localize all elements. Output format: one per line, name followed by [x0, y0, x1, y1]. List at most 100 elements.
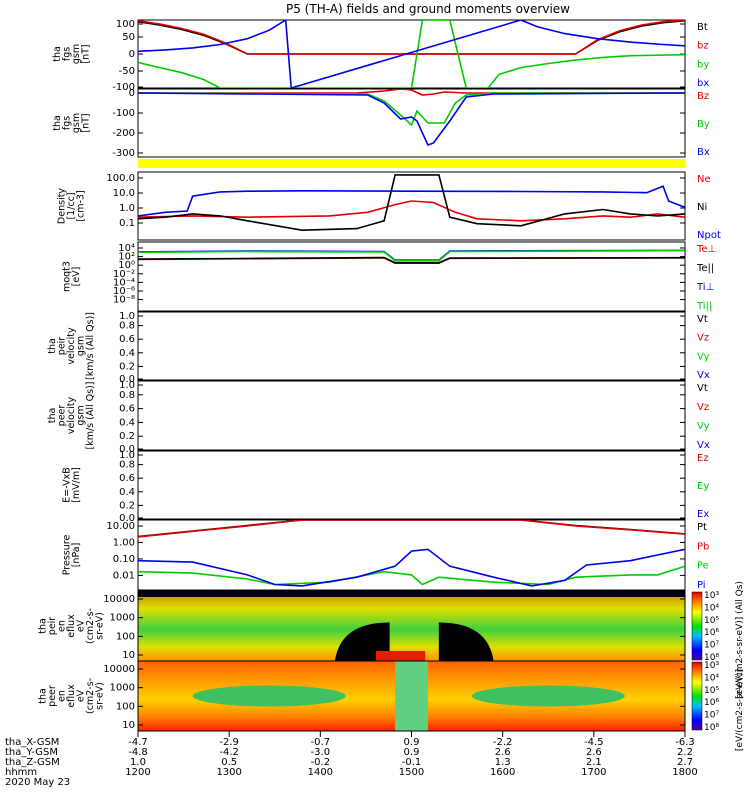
series-line-npot	[138, 185, 685, 217]
series-line-bx	[138, 92, 685, 147]
y-tick-label: 1.00	[113, 537, 135, 548]
y-tick-label: 50	[122, 32, 135, 43]
legend-vt: Vt	[697, 383, 708, 394]
spectrogram-blank-right	[438, 622, 494, 661]
legend-npot: Npot	[697, 230, 721, 241]
series-line-pb	[138, 520, 685, 538]
y-label-line: tha	[47, 408, 58, 424]
x-tick-label: 0.9	[404, 747, 420, 758]
y-tick-label: 10⁰	[118, 260, 135, 271]
legend-by: By	[697, 119, 710, 130]
y-label-line: gsm	[71, 44, 82, 64]
panel-frame	[137, 519, 686, 591]
x-tick-hhmm: 1600	[490, 767, 515, 778]
legend-by: by	[697, 59, 709, 70]
panel-frame	[137, 171, 686, 241]
colorbar-tick-label: 10⁷	[704, 711, 719, 721]
y-label-line: [km/s (All Qs)]	[85, 382, 96, 450]
y-label-line: tha	[52, 115, 63, 131]
figure-title: P5 (TH-A) fields and ground moments over…	[286, 2, 570, 16]
y-tick-label: 0.6	[119, 404, 135, 415]
x-tick-label: 2.2	[677, 747, 693, 758]
y-tick-label: 1.0	[119, 311, 135, 322]
series-line-bz	[138, 89, 685, 96]
x-row-label: 2020 May 23	[5, 777, 70, 788]
y-tick-label: -100	[112, 108, 135, 119]
y-tick-label: 10²	[118, 252, 135, 263]
y-tick-label: 10000	[103, 664, 135, 675]
legend-bx: Bx	[697, 147, 710, 158]
y-tick-label: 10000	[103, 594, 135, 605]
panel-frame	[137, 88, 686, 158]
y-tick-label: 10⁴	[118, 243, 135, 254]
x-tick-hhmm: 1700	[581, 767, 606, 778]
x-row-label: hhmm	[5, 767, 37, 778]
y-label-line: (cm2-s-	[85, 678, 96, 714]
y-label-line: tha	[38, 688, 49, 704]
x-tick-label: -2.2	[493, 737, 513, 748]
legend-vz: Vz	[697, 402, 709, 413]
y-tick-label: 0.10	[113, 554, 135, 565]
series-line-ne	[138, 200, 685, 222]
colorbar-label: [eV/(cm2-s-sr-eV)] (All Qs)	[735, 581, 745, 699]
y-tick-label: 0	[129, 88, 135, 99]
y-tick-label: 10.00	[106, 521, 135, 532]
y-tick-label: 0.2	[119, 500, 135, 511]
y-label-line: sr-eV)	[95, 682, 106, 710]
y-label-line: en	[57, 690, 68, 702]
legend-te: Te||	[696, 263, 714, 274]
x-tick-label: -0.2	[311, 757, 331, 768]
legend-pb: Pb	[697, 541, 709, 552]
x-tick-label: -3.0	[311, 747, 331, 758]
y-tick-label: -100	[112, 82, 135, 93]
legend-pi: Pi	[697, 580, 706, 591]
x-tick-label: 1.0	[130, 757, 146, 768]
spectrogram-top-band	[138, 591, 685, 597]
series-line-by	[138, 20, 685, 88]
panel-peer_spectrogram: 10⁸10⁷10⁶10⁵10⁴10³[eV/(cm2-s-sr-eV)]1000…	[38, 660, 745, 751]
legend-ex: Ex	[697, 509, 709, 520]
legend-bz: bz	[697, 41, 709, 52]
colorbar-tick-label: 10⁴	[704, 673, 719, 683]
y-label-line: peer	[47, 685, 58, 707]
y-tick-label: 0.0	[119, 513, 135, 524]
x-tick-label: -6.3	[675, 737, 695, 748]
legend-vz: Vz	[697, 333, 709, 344]
x-tick-label: 2.7	[677, 757, 693, 768]
series-line-ti||	[138, 249, 685, 262]
y-label-line: (cm2-s-	[85, 608, 96, 644]
legend-ti: Ti||	[696, 301, 712, 312]
series-line-te||	[138, 256, 685, 264]
legend-te: Te⊥	[696, 244, 716, 255]
y-label-line: peir	[57, 337, 68, 356]
y-label-line: eV	[76, 619, 87, 632]
legend-ti: Ti⊥	[696, 282, 714, 293]
y-tick-label: 10⁻⁸	[113, 295, 135, 306]
y-label-line: tha	[38, 618, 49, 634]
panel-frame	[137, 380, 686, 451]
x-tick-hhmm: 1800	[672, 767, 697, 778]
y-tick-label: 0.0	[119, 444, 135, 455]
colorbar-tick-label: 10⁴	[704, 603, 719, 613]
colorbar-tick-label: 10⁸	[704, 723, 719, 733]
legend-bx: bx	[697, 78, 709, 89]
y-label-line: gsm	[76, 336, 87, 356]
x-tick-label: -0.1	[402, 757, 422, 768]
y-tick-label: -300	[112, 148, 135, 159]
y-label-line: E=-VxB	[61, 467, 72, 502]
y-label-line: [nPa]	[71, 543, 82, 568]
series-line-pi	[138, 548, 685, 587]
y-tick-label: 0	[129, 49, 135, 60]
spectrogram-center	[395, 661, 428, 731]
legend-vx: Vx	[697, 370, 710, 381]
y-tick-label: 10	[122, 650, 135, 661]
legend-pt: Pt	[697, 522, 707, 533]
x-row-label: tha_Y-GSM	[5, 747, 58, 758]
y-tick-label: 10⁻⁴	[113, 277, 135, 288]
y-label-line: gsm	[76, 405, 87, 425]
y-label-line: fgs	[61, 47, 72, 61]
